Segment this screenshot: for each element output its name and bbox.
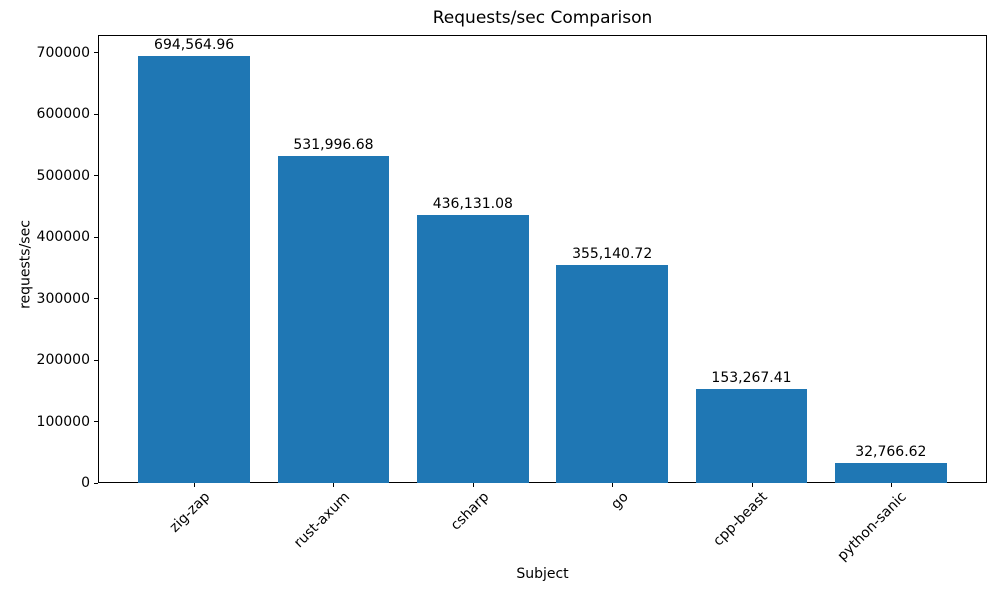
x-tick-label: zig-zap — [166, 489, 214, 536]
bar-value-label: 436,131.08 — [432, 196, 513, 213]
y-tick-label: 100000 — [36, 413, 90, 430]
y-tick-mark — [94, 236, 98, 238]
y-tick-label: 300000 — [36, 290, 90, 307]
bar-zig-zap — [138, 56, 250, 483]
bar-value-label: 694,564.96 — [154, 37, 235, 54]
y-axis-label: requests/sec — [17, 220, 34, 309]
y-tick-label: 700000 — [36, 44, 90, 61]
x-tick-mark — [612, 483, 614, 487]
x-tick-label: csharp — [447, 489, 493, 534]
x-tick-mark — [472, 483, 474, 487]
y-tick-mark — [94, 52, 98, 54]
y-tick-label: 400000 — [36, 229, 90, 246]
y-tick-label: 500000 — [36, 167, 90, 184]
bar-value-label: 32,766.62 — [855, 443, 927, 460]
x-tick-label: rust-axum — [290, 489, 353, 552]
y-tick-mark — [94, 359, 98, 361]
y-tick-mark — [94, 113, 98, 115]
x-tick-mark — [194, 483, 196, 487]
y-tick-mark — [94, 421, 98, 423]
y-tick-mark — [94, 482, 98, 484]
y-tick-mark — [94, 175, 98, 177]
x-tick-label: cpp-beast — [710, 489, 771, 550]
x-axis-label: Subject — [516, 566, 569, 582]
x-tick-mark — [333, 483, 335, 487]
x-tick-mark — [890, 483, 892, 487]
x-tick-mark — [751, 483, 753, 487]
bar-rust-axum — [277, 156, 390, 483]
y-tick-mark — [94, 298, 98, 300]
bar-value-label: 531,996.68 — [293, 137, 374, 154]
bar-csharp — [417, 215, 529, 483]
bar-value-label: 153,267.41 — [711, 369, 792, 386]
bar-python-sanic — [835, 462, 947, 483]
y-tick-label: 0 — [81, 475, 90, 491]
bar-go — [556, 264, 668, 483]
bar-value-label: 355,140.72 — [572, 245, 653, 262]
y-tick-label: 600000 — [36, 106, 90, 123]
x-tick-label: go — [607, 489, 632, 513]
chart-title: Requests/sec Comparison — [432, 8, 653, 28]
y-tick-label: 200000 — [36, 352, 90, 369]
plot-area: 694,564.96 zig-zap 531,996.68 rust-axum 436,… — [37, 35, 987, 564]
bar-cpp-beast — [695, 388, 808, 483]
x-tick-label: python-sanic — [834, 489, 911, 565]
